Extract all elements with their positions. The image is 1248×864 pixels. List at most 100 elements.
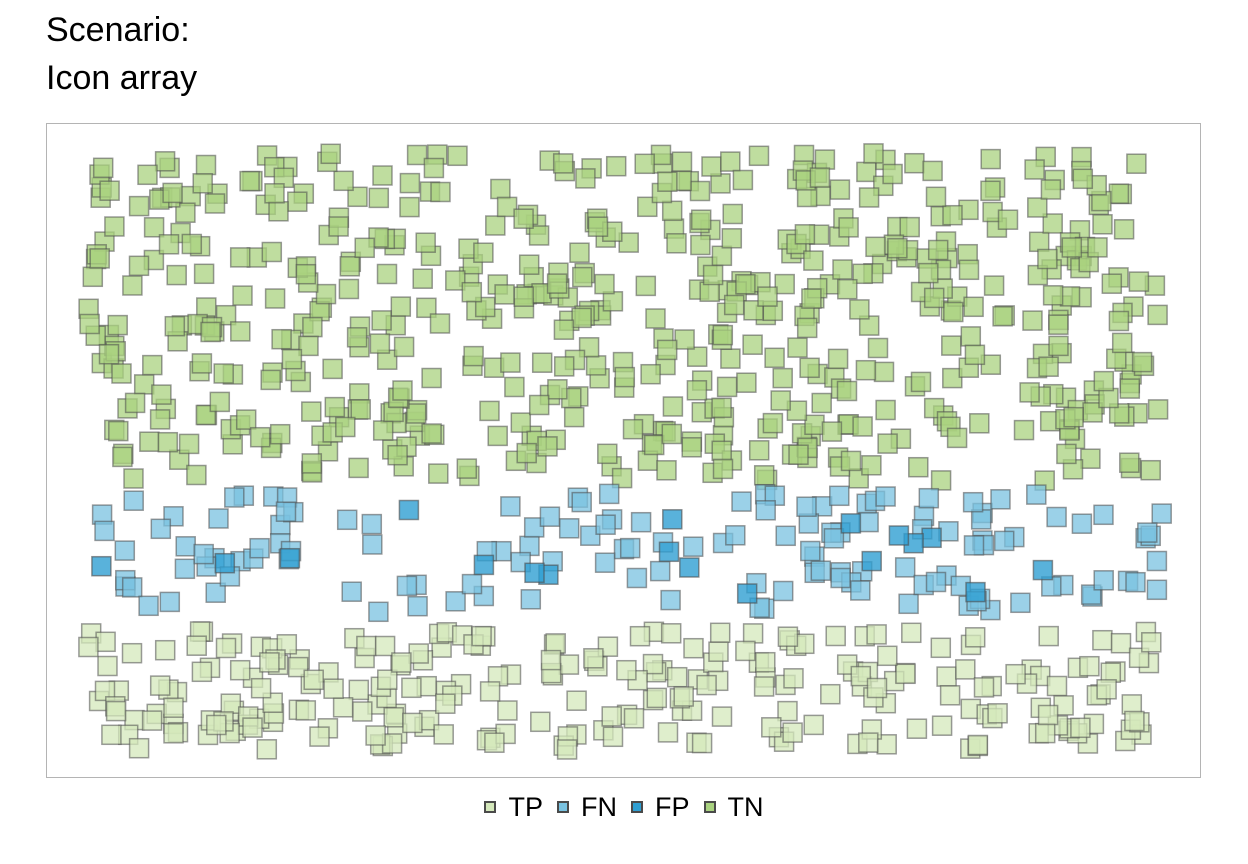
icon-fn <box>823 528 845 549</box>
icon-tp <box>374 635 396 657</box>
icon-tp <box>287 656 309 678</box>
icon-tn <box>112 446 133 468</box>
icon-array-plot <box>78 143 1172 760</box>
icon-tp <box>583 648 604 669</box>
icon-tp <box>484 732 505 753</box>
icon-tp <box>566 690 587 711</box>
icon-tn <box>666 233 687 254</box>
icon-tp <box>783 668 804 689</box>
icon-tp <box>391 652 412 673</box>
icon-tn <box>175 202 196 223</box>
icon-tn <box>594 273 615 295</box>
icon-tn <box>762 412 784 434</box>
icon-fp <box>279 547 301 569</box>
icon-tn <box>429 313 451 334</box>
icon-fn <box>725 525 746 546</box>
icon-tn <box>151 384 172 405</box>
icon-tn <box>166 264 187 286</box>
icon-fn <box>159 591 181 613</box>
icon-tn <box>1048 335 1069 357</box>
icon-tp <box>121 642 143 664</box>
icon-tp <box>616 659 637 681</box>
icon-tn <box>686 380 708 401</box>
icon-fn <box>1146 579 1168 601</box>
icon-tn <box>322 358 343 380</box>
legend-label-tn: TN <box>727 791 764 822</box>
icon-tn <box>79 313 100 335</box>
icon-tp <box>1037 704 1059 726</box>
icon-tn <box>348 457 369 479</box>
icon-tp <box>95 631 116 653</box>
icon-tn <box>712 324 734 346</box>
icon-tp <box>858 732 879 753</box>
legend-swatch-tn <box>703 801 716 813</box>
icon-tn <box>142 354 163 376</box>
icon-tn <box>1108 310 1130 332</box>
icon-tn <box>447 145 468 167</box>
icon-tp <box>105 700 127 722</box>
icon-fn <box>539 506 561 527</box>
icon-tn <box>99 180 120 201</box>
icon-tn <box>528 394 550 416</box>
icon-tn <box>701 156 722 177</box>
icon-tn <box>863 143 884 164</box>
icon-tp <box>691 732 713 754</box>
icon-fn <box>962 491 984 513</box>
icon-fn <box>918 487 940 509</box>
icon-tp <box>1046 675 1068 697</box>
icon-tn <box>392 380 413 401</box>
icon-tn <box>89 248 110 269</box>
icon-fn <box>990 489 1011 510</box>
icon-tp <box>657 722 679 743</box>
icon-tp <box>602 726 624 748</box>
icon-tn <box>674 329 695 350</box>
icon-fn <box>175 536 196 557</box>
title-line-1: Scenario: <box>46 11 190 49</box>
icon-tn <box>209 391 231 413</box>
icon-tn <box>836 380 858 402</box>
icon-tn <box>333 170 354 192</box>
icon-tn <box>249 426 271 448</box>
icon-tn <box>479 400 500 422</box>
icon-tn <box>191 353 213 374</box>
icon-tn <box>958 259 980 281</box>
icon-tn <box>1040 179 1062 200</box>
icon-tp <box>755 651 776 673</box>
icon-fn <box>898 593 919 615</box>
icon-tn <box>104 216 125 237</box>
icon-tp <box>964 627 986 648</box>
legend-item-tn: TN <box>703 791 764 823</box>
icon-tn <box>513 286 535 307</box>
icon-tp <box>955 659 976 680</box>
icon-fp <box>91 555 112 577</box>
icon-tn <box>711 440 732 462</box>
icon-tn <box>849 299 870 320</box>
icon-tn <box>1024 159 1045 180</box>
icon-tn <box>788 444 809 465</box>
icon-tp <box>377 669 398 690</box>
icon-fp <box>921 527 942 549</box>
icon-tn <box>858 187 880 208</box>
icon-tn <box>1048 314 1069 335</box>
icon-tn <box>748 440 770 461</box>
icon-tn <box>1087 237 1108 258</box>
icon-fn <box>660 589 681 611</box>
icon-tn <box>1042 285 1064 306</box>
icon-tp <box>1141 632 1162 653</box>
icon-tp <box>660 623 682 644</box>
icon-tn <box>736 372 757 393</box>
icon-tp <box>1038 625 1059 647</box>
icon-tn <box>510 412 532 433</box>
icon-fp <box>736 583 758 604</box>
icon-tn <box>122 275 143 296</box>
icon-tn <box>1019 382 1040 403</box>
icon-tn <box>531 352 553 373</box>
icon-fn <box>1071 513 1093 534</box>
icon-tn <box>107 314 128 336</box>
icon-tn <box>500 352 521 373</box>
icon-tn <box>490 178 511 200</box>
icon-tn <box>640 363 661 385</box>
icon-tp <box>696 674 717 696</box>
icon-tp <box>901 622 922 644</box>
icon-tn <box>473 242 494 263</box>
